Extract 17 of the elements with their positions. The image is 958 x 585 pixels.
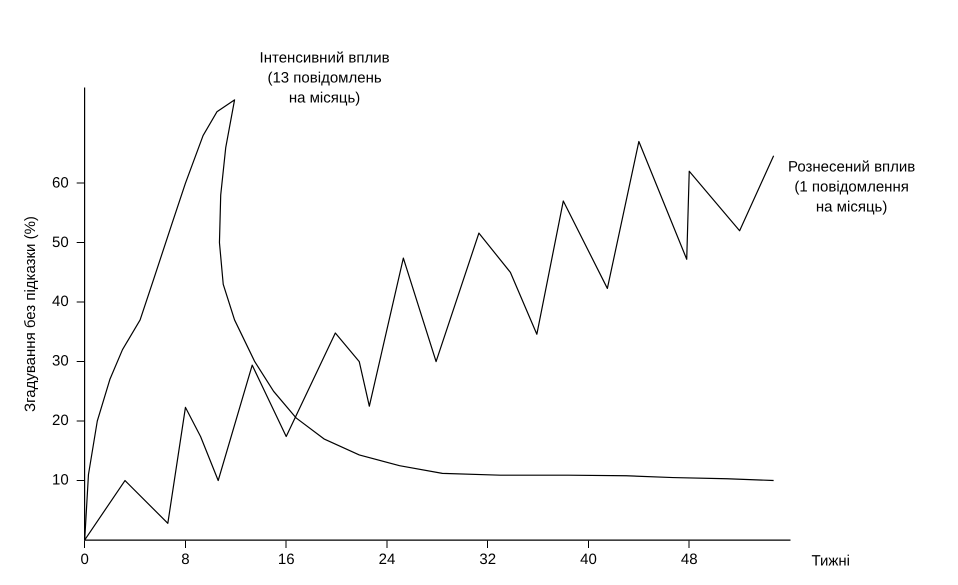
x-tick-label: 40 xyxy=(580,551,597,568)
y-tick-label: 40 xyxy=(52,293,69,310)
x-tick-label: 8 xyxy=(181,551,190,568)
y-tick-label: 10 xyxy=(52,472,69,489)
y-tick-label: 30 xyxy=(52,352,69,370)
y-axis-title: Згадування без підказки (%) xyxy=(22,216,40,412)
series-label: Рознесений вплив (1 повідомлення на місяць) xyxy=(788,158,916,216)
y-tick-label: 60 xyxy=(52,174,69,192)
y-tick-label: 20 xyxy=(52,412,69,430)
x-tick-label: 0 xyxy=(80,551,89,568)
x-tick-label: 24 xyxy=(378,551,396,568)
x-tick-label: 32 xyxy=(479,551,496,568)
x-axis-title: Тижні xyxy=(811,552,850,570)
series-label: Інтенсивний вплив (13 повідомлень на місяць) xyxy=(260,50,390,107)
x-tick-label: 48 xyxy=(680,551,698,568)
x-tick-label: 16 xyxy=(278,551,295,568)
y-tick-label: 50 xyxy=(52,234,69,251)
